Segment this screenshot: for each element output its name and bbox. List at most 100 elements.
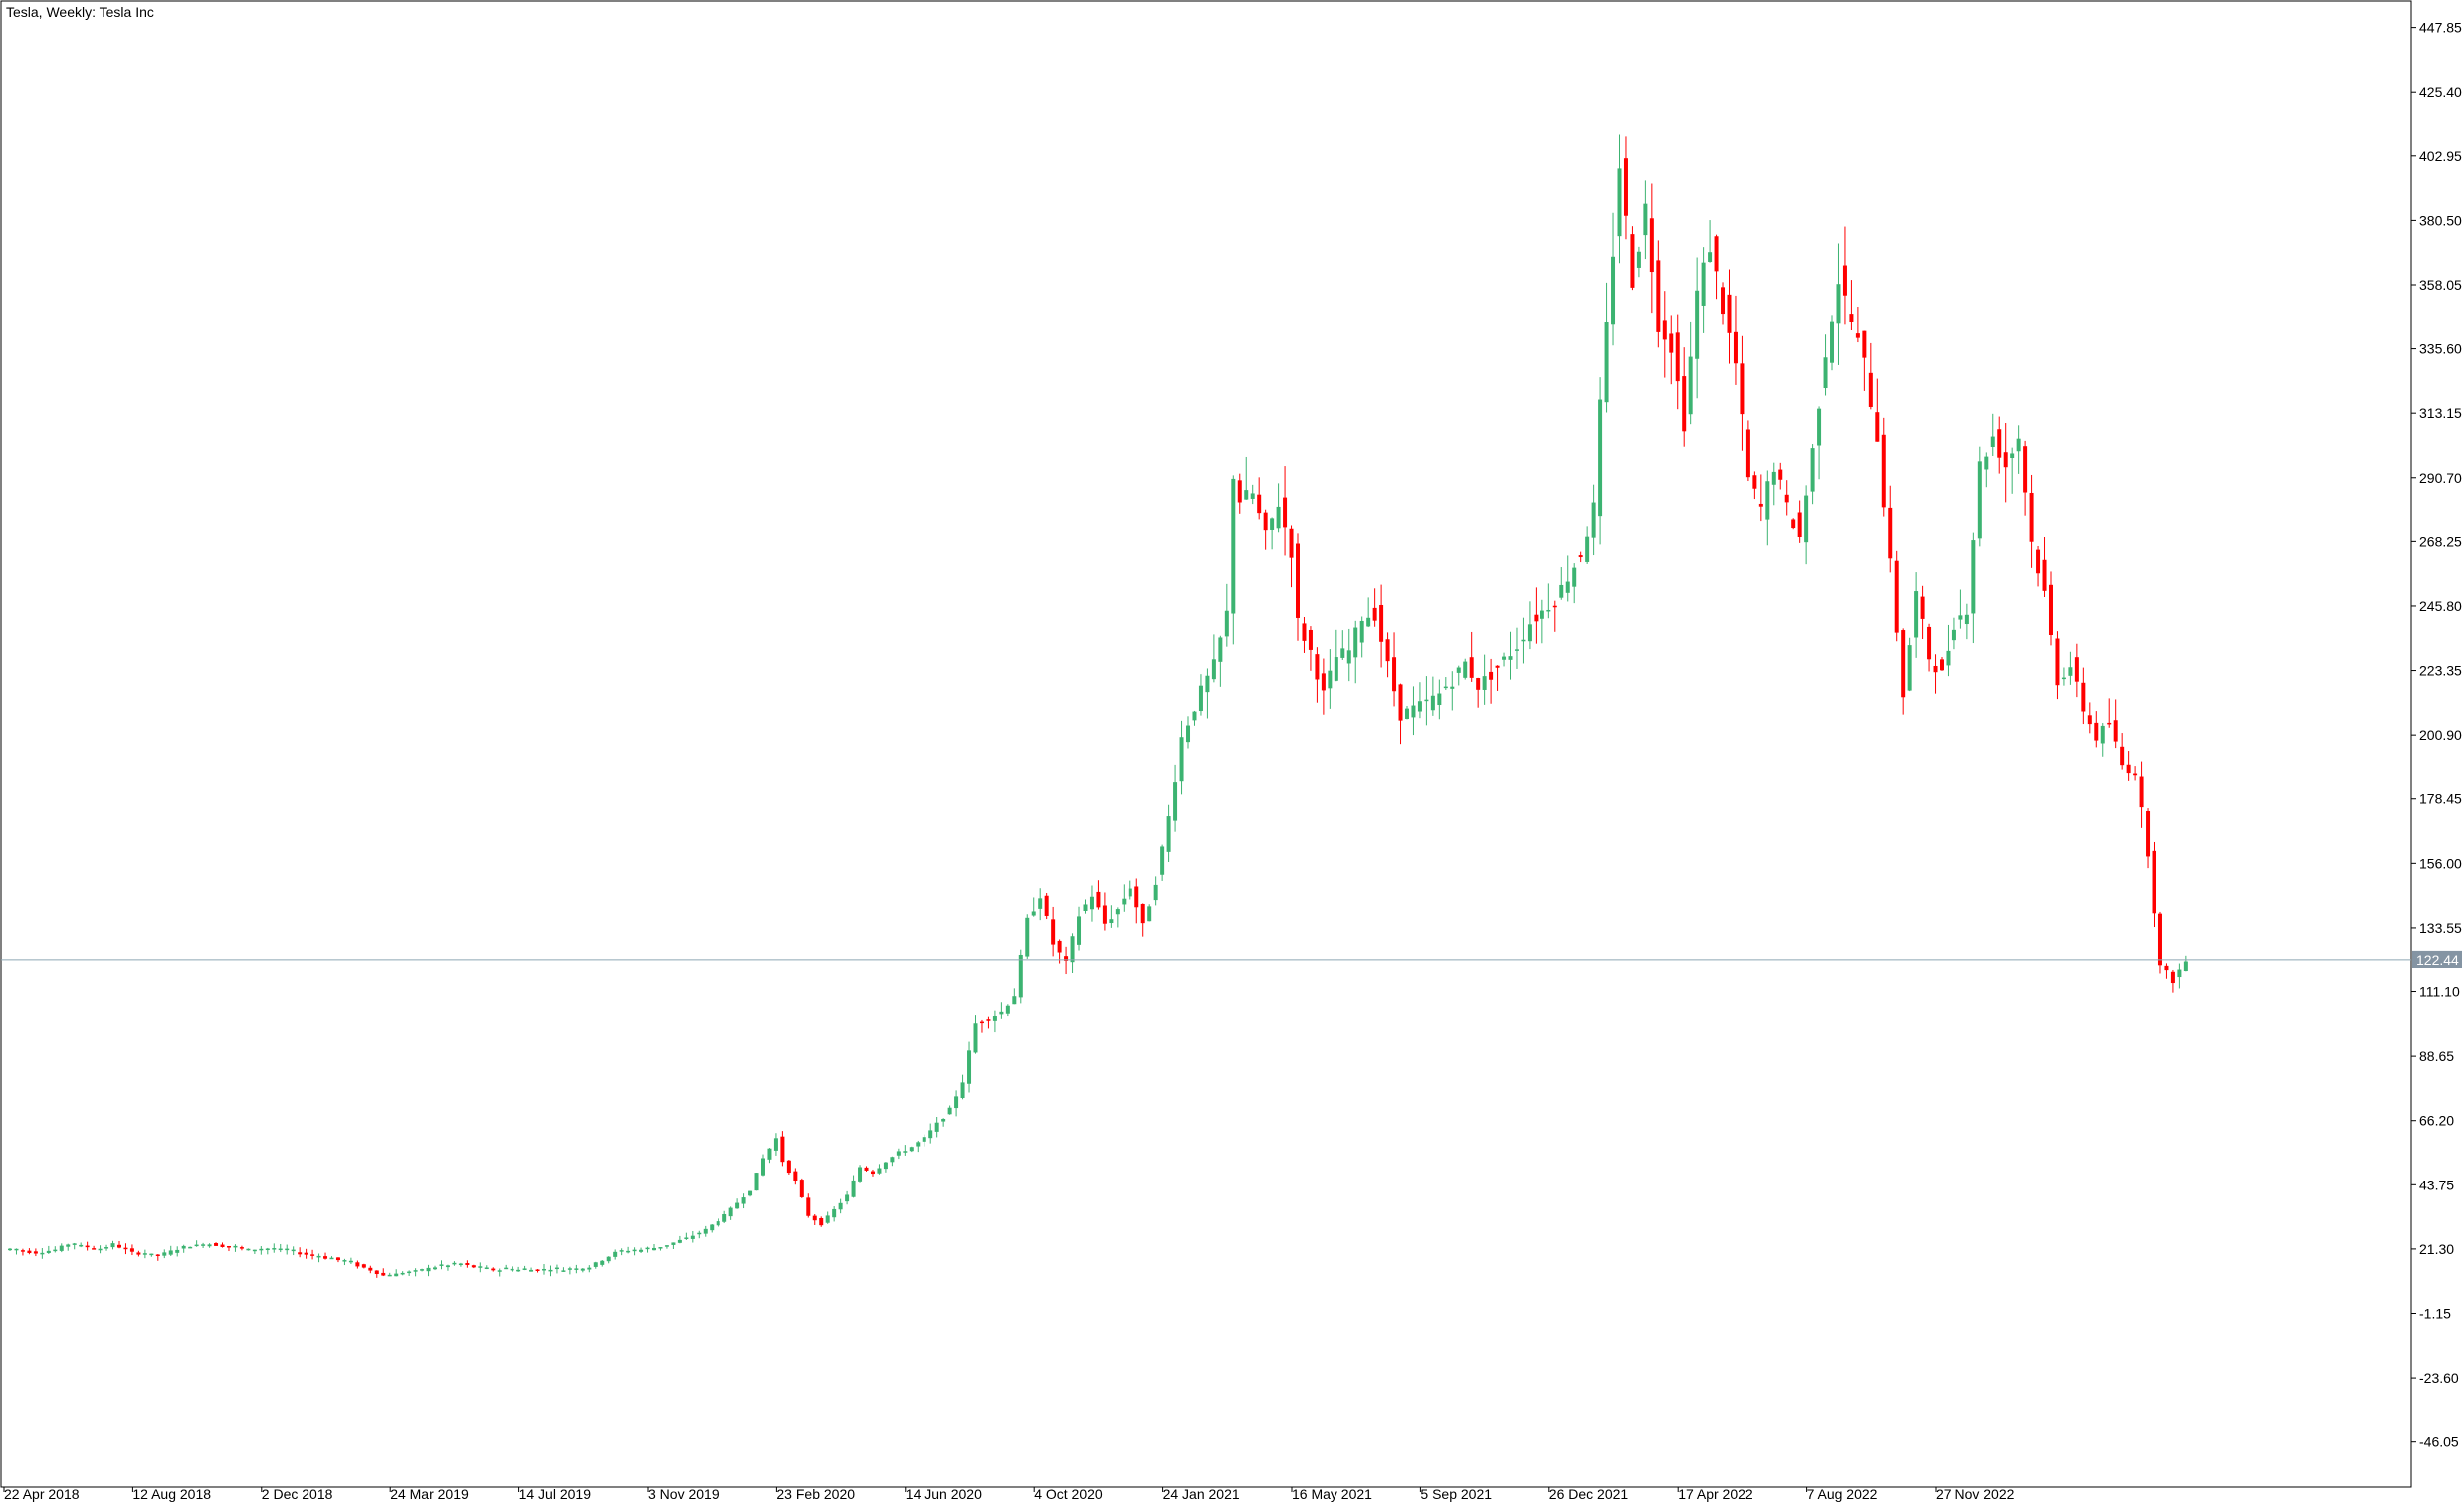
- candle-body: [407, 1271, 412, 1274]
- current-price-line: 122.44: [1, 950, 2462, 968]
- bull-candle: [1153, 876, 1158, 906]
- candle-body: [613, 1251, 618, 1257]
- candle-body: [973, 1023, 978, 1053]
- candle-body: [1173, 782, 1178, 821]
- bull-candle: [413, 1268, 418, 1277]
- bull-candle: [497, 1268, 502, 1277]
- candle-body: [1940, 659, 1944, 671]
- candle-body: [98, 1248, 103, 1251]
- bull-candle: [1830, 315, 1835, 371]
- bear-candle: [1283, 466, 1288, 556]
- candle-body: [1205, 675, 1210, 693]
- bull-candle: [1527, 601, 1532, 650]
- bear-candle: [85, 1241, 90, 1251]
- bear-candle: [1649, 183, 1654, 314]
- bear-candle: [1495, 665, 1500, 691]
- candle-body: [2094, 722, 2099, 741]
- bull-candle: [420, 1268, 425, 1272]
- price-tick-label: 223.35: [2419, 663, 2462, 679]
- candle-body: [697, 1232, 702, 1235]
- bear-candle: [819, 1216, 824, 1227]
- bull-candle: [433, 1265, 438, 1271]
- candle-body: [870, 1171, 875, 1175]
- candle-body: [1353, 627, 1358, 658]
- candle-body: [162, 1252, 167, 1256]
- bull-candle: [142, 1249, 147, 1259]
- bear-candle: [864, 1166, 869, 1172]
- bear-candle: [1927, 623, 1932, 672]
- candle-body: [1031, 911, 1036, 916]
- candle-body: [1758, 503, 1763, 507]
- candle-body: [1669, 333, 1674, 353]
- price-tick-label: 245.80: [2419, 598, 2462, 614]
- bull-candle: [1334, 629, 1338, 682]
- bull-candle: [542, 1264, 547, 1275]
- bull-candle: [1070, 933, 1075, 974]
- time-axis[interactable]: 22 Apr 2018 12 Aug 2018 2 Dec 2018 24 Mar 2…: [3, 1486, 2015, 1502]
- bull-candle: [1211, 634, 1216, 683]
- bull-candle: [626, 1246, 631, 1254]
- bull-candle: [478, 1262, 483, 1273]
- candle-body: [1752, 475, 1757, 489]
- candle-body: [1430, 695, 1435, 711]
- candle-body: [2113, 720, 2118, 742]
- bear-candle: [2087, 702, 2092, 734]
- candle-body: [1450, 686, 1455, 689]
- candle-body: [1546, 609, 1551, 612]
- bull-candle: [1353, 620, 1358, 684]
- bull-candle: [1166, 804, 1171, 863]
- bull-candle: [1977, 446, 1982, 547]
- candle-body: [2183, 961, 2188, 972]
- candle-body: [786, 1160, 791, 1174]
- candle-body: [1649, 218, 1654, 273]
- bear-candle: [780, 1131, 785, 1167]
- candle-body: [1489, 671, 1494, 680]
- candle-body: [465, 1263, 470, 1265]
- bull-candle: [1482, 654, 1487, 705]
- bear-candle: [2055, 631, 2060, 700]
- candle-body: [1424, 699, 1429, 702]
- bear-candle: [1044, 892, 1049, 920]
- price-axis[interactable]: 447.85 425.40 402.95 380.50 358.05 335.60 313.…: [2411, 20, 2462, 1450]
- bull-candle: [703, 1225, 708, 1237]
- price-tick-label: 66.20: [2419, 1113, 2454, 1129]
- bull-candle: [1340, 630, 1345, 660]
- bull-candle: [1572, 563, 1577, 604]
- bull-candle: [941, 1118, 946, 1127]
- candle-body: [1128, 888, 1132, 897]
- candle-body: [1102, 905, 1107, 924]
- candle-body: [1971, 540, 1976, 614]
- candle-body: [291, 1249, 296, 1252]
- bear-candle: [2120, 733, 2125, 770]
- bear-candle: [1849, 280, 1854, 331]
- chart-title: Tesla, Weekly: Tesla Inc: [6, 4, 154, 20]
- time-tick-label: 16 May 2021: [1292, 1486, 1372, 1502]
- bull-candle: [2016, 425, 2021, 474]
- candle-body: [2087, 715, 2092, 725]
- candle-body: [2126, 764, 2131, 774]
- bull-candle: [516, 1266, 521, 1272]
- bear-candle: [2081, 667, 2086, 725]
- candle-body: [1192, 711, 1197, 721]
- bull-candle: [1128, 880, 1132, 900]
- bear-candle: [298, 1247, 303, 1258]
- bear-candle: [1758, 474, 1763, 522]
- candle-body: [8, 1248, 12, 1251]
- candle-body: [799, 1180, 804, 1197]
- bull-candle: [1964, 603, 1969, 640]
- bull-candle: [59, 1243, 64, 1253]
- bull-candle: [342, 1258, 347, 1266]
- candle-body: [1721, 287, 1726, 315]
- bull-candle: [960, 1074, 965, 1100]
- bear-candle: [471, 1264, 476, 1269]
- time-tick-label: 14 Jul 2019: [519, 1486, 592, 1502]
- candle-body: [1881, 434, 1886, 508]
- candle-body: [2146, 810, 2151, 857]
- candle-body: [2016, 438, 2021, 452]
- candle-body: [1044, 895, 1049, 916]
- bear-candle: [1064, 946, 1069, 975]
- bull-candle: [1147, 904, 1152, 922]
- bull-candle: [1765, 470, 1770, 546]
- price-tick-label: 111.10: [2419, 984, 2460, 1000]
